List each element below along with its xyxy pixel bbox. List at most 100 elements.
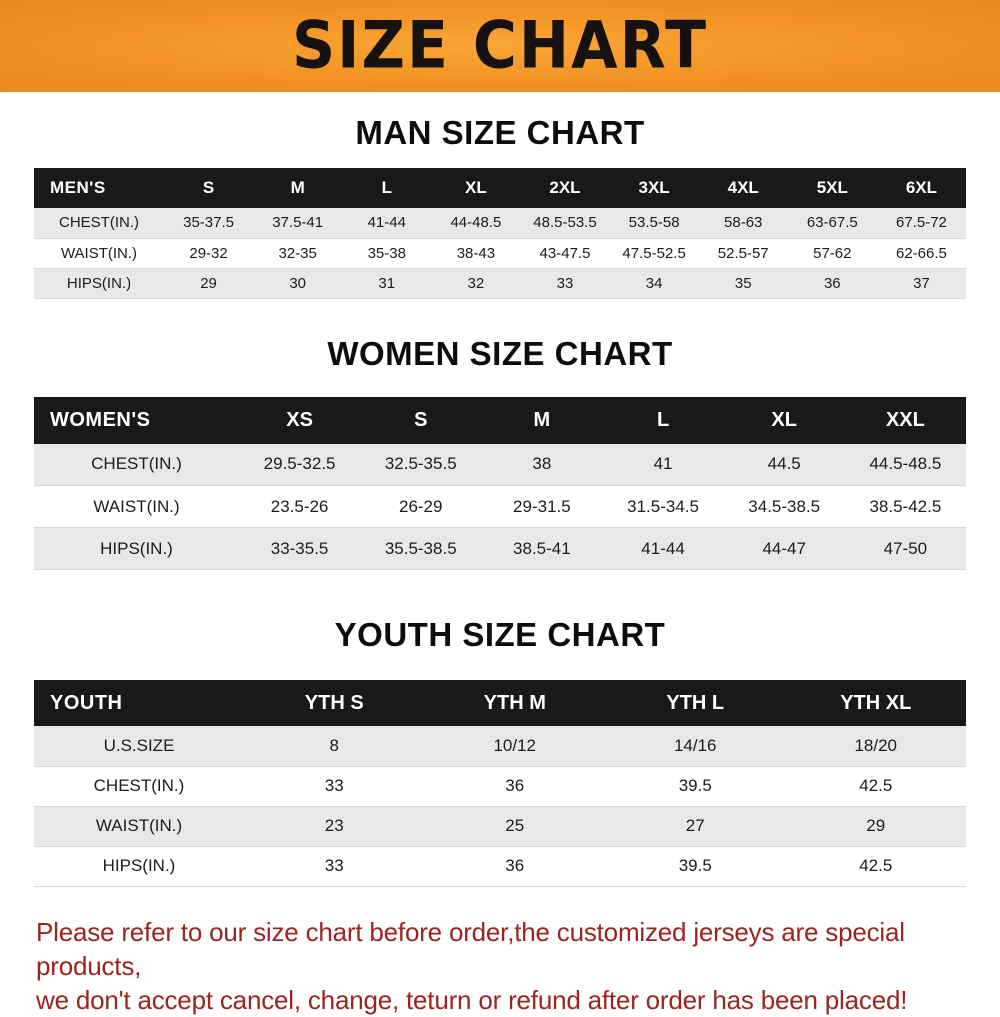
youth-size-chart-heading: YOUTH SIZE CHART	[0, 616, 1000, 654]
row-label: CHEST(IN.)	[34, 766, 244, 806]
size-column-header: M	[481, 397, 602, 444]
disclaimer-line-2: we don't accept cancel, change, teturn o…	[36, 983, 964, 1017]
size-value-cell: 10/12	[425, 726, 606, 766]
size-value-cell: 48.5-53.5	[520, 208, 609, 238]
size-column-header: YTH XL	[786, 680, 967, 726]
size-value-cell: 34	[610, 268, 699, 298]
size-value-cell: 37	[877, 268, 966, 298]
size-value-cell: 32.5-35.5	[360, 444, 481, 486]
size-value-cell: 8	[244, 726, 425, 766]
size-column-header: XS	[239, 397, 360, 444]
size-value-cell: 29-31.5	[481, 486, 602, 528]
size-value-cell: 42.5	[786, 766, 967, 806]
size-value-cell: 26-29	[360, 486, 481, 528]
table-corner-label: MEN'S	[34, 168, 164, 208]
size-value-cell: 30	[253, 268, 342, 298]
size-value-cell: 41-44	[342, 208, 431, 238]
size-value-cell: 38.5-41	[481, 528, 602, 570]
size-value-cell: 63-67.5	[788, 208, 877, 238]
size-value-cell: 47-50	[845, 528, 966, 570]
size-column-header: M	[253, 168, 342, 208]
size-value-cell: 25	[425, 806, 606, 846]
size-column-header: S	[360, 397, 481, 444]
size-value-cell: 58-63	[699, 208, 788, 238]
size-value-cell: 31.5-34.5	[602, 486, 723, 528]
size-column-header: 4XL	[699, 168, 788, 208]
row-label: U.S.SIZE	[34, 726, 244, 766]
size-column-header: XXL	[845, 397, 966, 444]
size-value-cell: 44-47	[724, 528, 845, 570]
size-value-cell: 38	[481, 444, 602, 486]
size-value-cell: 27	[605, 806, 786, 846]
size-value-cell: 29	[164, 268, 253, 298]
size-value-cell: 31	[342, 268, 431, 298]
size-value-cell: 32-35	[253, 238, 342, 268]
row-label: CHEST(IN.)	[34, 444, 239, 486]
size-column-header: 5XL	[788, 168, 877, 208]
size-value-cell: 47.5-52.5	[610, 238, 699, 268]
size-value-cell: 43-47.5	[520, 238, 609, 268]
table-corner-label: WOMEN'S	[34, 397, 239, 444]
size-value-cell: 42.5	[786, 846, 967, 886]
size-value-cell: 35-38	[342, 238, 431, 268]
size-value-cell: 36	[788, 268, 877, 298]
size-value-cell: 33	[520, 268, 609, 298]
size-value-cell: 14/16	[605, 726, 786, 766]
size-value-cell: 35	[699, 268, 788, 298]
row-label: HIPS(IN.)	[34, 268, 164, 298]
size-column-header: L	[602, 397, 723, 444]
women-size-chart-heading: WOMEN SIZE CHART	[0, 335, 1000, 373]
size-column-header: 3XL	[610, 168, 699, 208]
size-column-header: L	[342, 168, 431, 208]
size-value-cell: 44-48.5	[431, 208, 520, 238]
size-value-cell: 52.5-57	[699, 238, 788, 268]
size-value-cell: 23.5-26	[239, 486, 360, 528]
size-value-cell: 44.5	[724, 444, 845, 486]
disclaimer-line-1: Please refer to our size chart before or…	[36, 915, 964, 984]
row-label: HIPS(IN.)	[34, 528, 239, 570]
table-corner-label: YOUTH	[34, 680, 244, 726]
size-value-cell: 57-62	[788, 238, 877, 268]
size-value-cell: 67.5-72	[877, 208, 966, 238]
size-value-cell: 34.5-38.5	[724, 486, 845, 528]
man-size-chart-heading: MAN SIZE CHART	[0, 114, 1000, 152]
row-label: WAIST(IN.)	[34, 486, 239, 528]
size-value-cell: 36	[425, 766, 606, 806]
size-value-cell: 35-37.5	[164, 208, 253, 238]
size-value-cell: 35.5-38.5	[360, 528, 481, 570]
size-value-cell: 33	[244, 846, 425, 886]
size-value-cell: 41	[602, 444, 723, 486]
size-value-cell: 37.5-41	[253, 208, 342, 238]
size-column-header: YTH S	[244, 680, 425, 726]
size-value-cell: 32	[431, 268, 520, 298]
size-value-cell: 41-44	[602, 528, 723, 570]
size-column-header: XL	[724, 397, 845, 444]
disclaimer: Please refer to our size chart before or…	[0, 915, 1000, 1017]
size-value-cell: 44.5-48.5	[845, 444, 966, 486]
row-label: CHEST(IN.)	[34, 208, 164, 238]
size-value-cell: 29	[786, 806, 967, 846]
row-label: HIPS(IN.)	[34, 846, 244, 886]
size-value-cell: 38.5-42.5	[845, 486, 966, 528]
size-value-cell: 53.5-58	[610, 208, 699, 238]
size-value-cell: 33-35.5	[239, 528, 360, 570]
row-label: WAIST(IN.)	[34, 806, 244, 846]
size-column-header: 2XL	[520, 168, 609, 208]
